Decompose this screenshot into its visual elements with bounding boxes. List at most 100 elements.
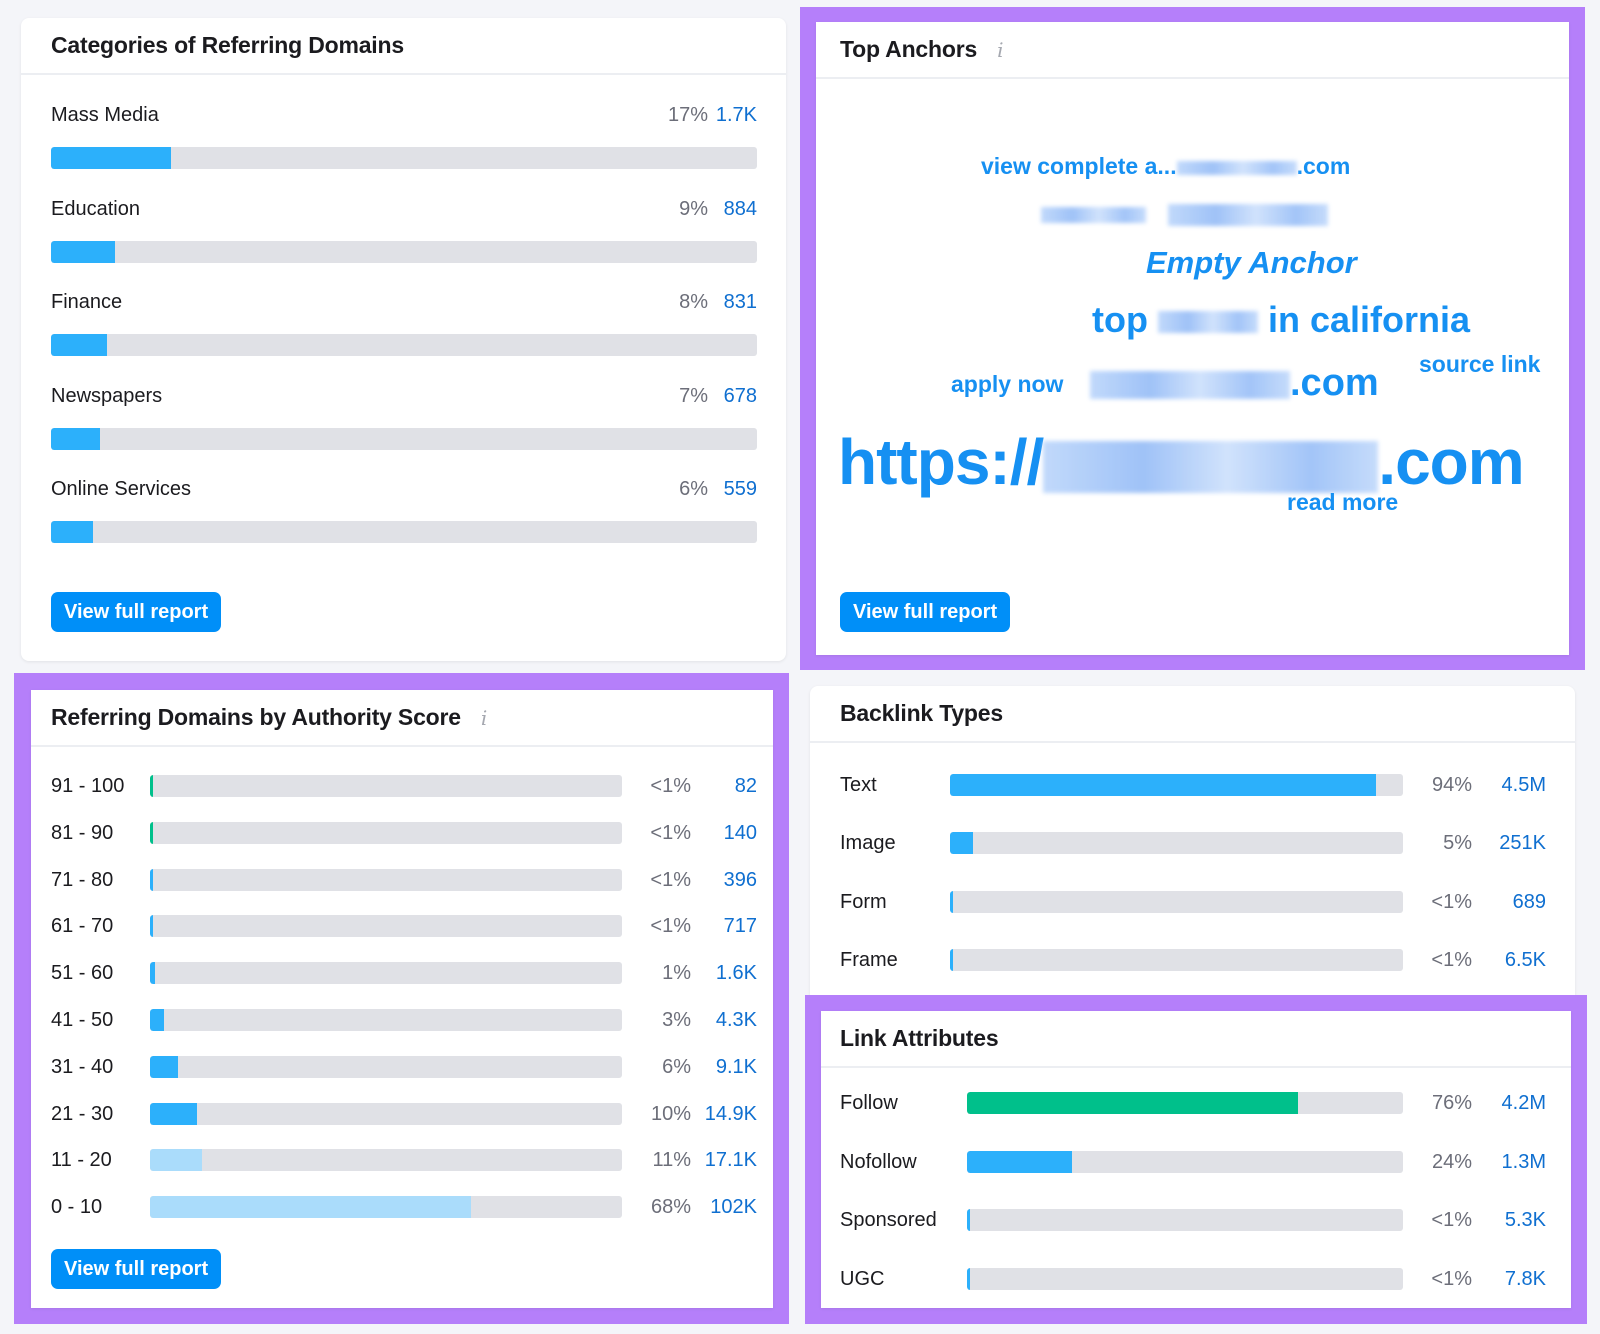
authority-row-label: 0 - 10	[51, 1196, 103, 1219]
bar-track	[150, 1009, 622, 1031]
info-icon[interactable]: i	[480, 706, 488, 730]
authority-row-percent: <1%	[650, 775, 691, 797]
backlink-type-row-value[interactable]: 6.5K	[1504, 948, 1546, 971]
bar-fill	[150, 962, 155, 985]
authority-row-value[interactable]: 396	[723, 868, 757, 891]
category-value[interactable]: 884	[723, 197, 757, 220]
authority-row-percent: 6%	[662, 1055, 691, 1078]
authority-row-value[interactable]: 1.6K	[715, 962, 757, 985]
link-attribute-row-value[interactable]: 5.3K	[1504, 1209, 1546, 1232]
anchor-redacted[interactable]	[1041, 204, 1328, 226]
bar-track	[150, 1149, 622, 1172]
category-value[interactable]: 831	[723, 291, 757, 313]
link-attribute-row-value[interactable]: 4.2M	[1501, 1092, 1546, 1114]
category-label: Online Services	[51, 478, 192, 500]
categories-view-full-report-button[interactable]: View full report	[51, 592, 222, 632]
link-attribute-row-value[interactable]: 7.8K	[1504, 1268, 1546, 1291]
backlink-type-row-value[interactable]: 4.5M	[1501, 774, 1546, 796]
backlink-type-row-label: Text	[840, 774, 877, 796]
anchor-source-link[interactable]: source link	[1419, 351, 1541, 377]
bar-track	[150, 1055, 622, 1078]
redacted-text	[1176, 160, 1297, 175]
category-percent: 17%	[667, 104, 708, 126]
info-icon[interactable]: i	[997, 38, 1004, 62]
bar-fill	[967, 1092, 1299, 1114]
authority-row-label: 21 - 30	[51, 1102, 114, 1125]
bar-fill	[150, 1196, 471, 1219]
authority-card: Referring Domains by Authority Score i 91…	[31, 690, 773, 1308]
bar-fill	[950, 948, 953, 971]
anchor-https-domain[interactable]: https://.com	[838, 430, 1525, 494]
authority-row-value[interactable]: 717	[723, 915, 757, 938]
bar-track	[967, 1092, 1403, 1114]
bar-track	[950, 890, 1403, 913]
category-label: Mass Media	[51, 104, 159, 126]
anchor-read-more[interactable]: read more	[1287, 489, 1399, 515]
bar-fill	[950, 832, 973, 855]
backlink-type-row-percent: <1%	[1431, 890, 1472, 913]
authority-row-label: 91 - 100	[51, 775, 125, 797]
authority-row-percent: 10%	[650, 1102, 691, 1125]
authority-row-value[interactable]: 14.9K	[704, 1102, 757, 1125]
authority-row-value[interactable]: 140	[723, 821, 757, 844]
authority-row-percent: <1%	[650, 868, 691, 891]
bar-fill	[150, 1055, 179, 1078]
link-attribute-row-label: UGC	[840, 1268, 885, 1291]
categories-title: Categories of Referring Domains	[51, 32, 404, 58]
authority-row-value[interactable]: 102K	[710, 1196, 757, 1219]
bar-fill	[950, 890, 953, 913]
bar-track	[150, 915, 622, 938]
link-attributes-card: Link Attributes Follow 76% 4.2M Nofollow 24%…	[821, 1011, 1571, 1308]
redacted-text	[1157, 311, 1258, 334]
authority-title-text: Referring Domains by Authority Score	[51, 704, 461, 730]
authority-row-percent: 3%	[662, 1009, 691, 1031]
category-value[interactable]: 1.7K	[715, 104, 757, 126]
anchor-text: .com	[1290, 362, 1379, 404]
category-percent: 8%	[679, 291, 708, 313]
category-value[interactable]: 678	[723, 384, 757, 407]
anchor-text: in california	[1268, 299, 1471, 340]
link-attribute-row-label: Nofollow	[840, 1150, 917, 1173]
redacted-text	[1041, 207, 1146, 223]
bar-fill	[150, 868, 153, 891]
divider	[21, 73, 786, 75]
category-percent: 6%	[679, 478, 708, 500]
authority-view-full-report-button[interactable]: View full report	[51, 1249, 222, 1289]
authority-row-label: 11 - 20	[51, 1149, 112, 1172]
bar-fill	[150, 1009, 165, 1031]
anchor-top-in-california[interactable]: top in california	[1092, 302, 1470, 338]
bar-track	[950, 832, 1403, 855]
backlink-type-row-label: Frame	[840, 948, 898, 971]
backlink-type-row-value[interactable]: 251K	[1499, 832, 1546, 855]
backlink-types-title: Backlink Types	[840, 700, 1003, 726]
authority-row-value[interactable]: 4.3K	[715, 1009, 757, 1031]
category-label: Newspapers	[51, 384, 163, 407]
link-attribute-row-label: Follow	[840, 1092, 898, 1114]
backlink-type-row-value[interactable]: 689	[1512, 890, 1546, 913]
bar-fill	[150, 775, 153, 797]
authority-row-value[interactable]: 82	[734, 775, 757, 797]
bar-fill	[51, 240, 115, 263]
bar-track	[950, 774, 1403, 796]
bar-fill	[950, 774, 1376, 796]
category-label: Education	[51, 197, 140, 220]
divider	[31, 745, 773, 747]
bar-track	[950, 948, 1403, 971]
anchor-empty-anchor[interactable]: Empty Anchor	[1146, 245, 1357, 280]
anchor-view-complete[interactable]: view complete a... .com	[981, 155, 1350, 178]
categories-card: Categories of Referring Domains Mass Med…	[21, 18, 786, 661]
bar-fill	[51, 147, 172, 169]
bar-fill	[150, 821, 153, 844]
authority-row-value[interactable]: 9.1K	[715, 1055, 757, 1078]
link-attribute-row-label: Sponsored	[840, 1209, 937, 1232]
divider	[810, 741, 1575, 743]
top-anchors-view-full-report-button[interactable]: View full report	[840, 592, 1011, 632]
link-attribute-row-value[interactable]: 1.3M	[1501, 1150, 1546, 1173]
category-value[interactable]: 559	[723, 478, 757, 500]
anchor-text: https://	[838, 426, 1044, 498]
bar-track	[150, 868, 622, 891]
anchor-domain-com[interactable]: .com	[1090, 364, 1379, 402]
authority-row-value[interactable]: 17.1K	[704, 1149, 757, 1172]
bar-track	[150, 821, 622, 844]
anchor-apply-now[interactable]: apply now	[951, 371, 1064, 397]
